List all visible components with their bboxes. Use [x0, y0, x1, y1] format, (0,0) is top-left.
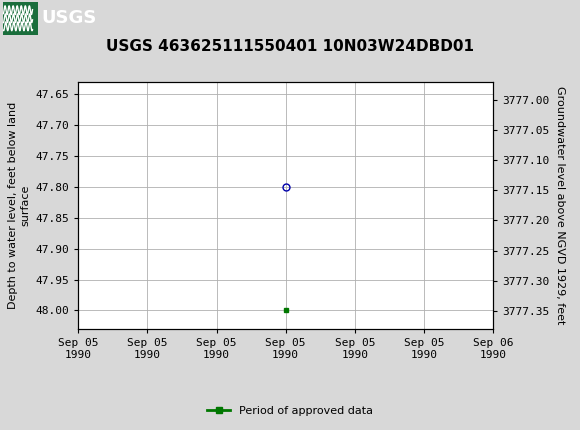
Y-axis label: Groundwater level above NGVD 1929, feet: Groundwater level above NGVD 1929, feet	[555, 86, 565, 325]
FancyBboxPatch shape	[3, 2, 38, 35]
Text: USGS: USGS	[42, 9, 97, 27]
Text: USGS 463625111550401 10N03W24DBD01: USGS 463625111550401 10N03W24DBD01	[106, 39, 474, 54]
Y-axis label: Depth to water level, feet below land
surface: Depth to water level, feet below land su…	[8, 102, 30, 309]
Legend: Period of approved data: Period of approved data	[203, 401, 377, 420]
